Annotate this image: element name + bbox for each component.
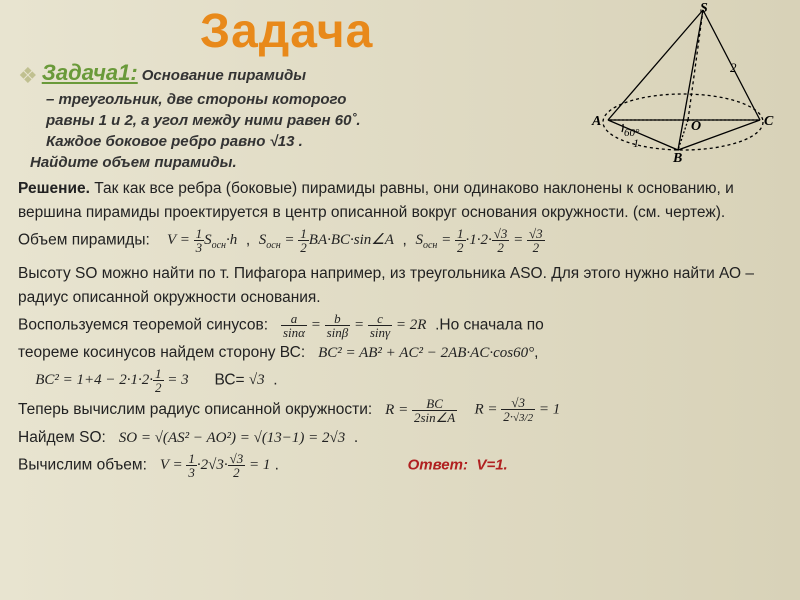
formula-sines: asinα = bsinβ = csinγ = 2R bbox=[281, 312, 427, 339]
formula-vol: V = 13Sосн·h bbox=[167, 227, 237, 254]
main-title: Задача bbox=[200, 4, 373, 59]
label-o: O bbox=[691, 119, 701, 134]
label-b: B bbox=[672, 151, 682, 162]
solution-p4a: Воспользуемся теоремой синусов: bbox=[18, 317, 268, 334]
answer-label: Ответ: bbox=[408, 457, 468, 474]
pyramid-diagram: S A B C O 60° 1 2 bbox=[578, 2, 788, 162]
formula-vfinal: V = 13·2√3·√32 = 1 bbox=[160, 452, 271, 479]
solution-p5: теореме косинусов найдем сторону ВС: bbox=[18, 344, 305, 361]
problem-l2: – треугольник, две стороны которого bbox=[46, 89, 558, 110]
problem-l3: равны 1 и 2, а угол между ними равен 60˚… bbox=[46, 110, 558, 131]
solution-p7: Теперь вычислим радиус описанной окружно… bbox=[18, 402, 372, 419]
formula-so: SO = √(AS² − AO²) = √(13−1) = 2√3 bbox=[119, 427, 346, 450]
problem-l4: Каждое боковое ребро равно √13 . bbox=[46, 131, 558, 152]
label-side2: 2 bbox=[730, 60, 737, 75]
formula-bc2: BC² = 1+4 − 2·1·2·12 = 3 bbox=[35, 367, 188, 394]
label-s: S bbox=[700, 2, 708, 16]
formula-sosn2: Sосн = 12·1·2·√32 = √32 bbox=[415, 227, 544, 254]
solution-p6b: . bbox=[273, 372, 277, 389]
formula-rad1: R = BC2sin∠A bbox=[385, 397, 457, 424]
solution-label: Решение. bbox=[18, 180, 90, 197]
label-a: A bbox=[591, 114, 601, 129]
formula-bcval: √3 bbox=[249, 369, 265, 392]
problem-l1: Основание пирамиды bbox=[142, 67, 306, 84]
answer-value: V=1. bbox=[476, 457, 507, 474]
problem-find: Найдите объем пирамиды. bbox=[30, 154, 558, 171]
solution-p9: Вычислим объем: bbox=[18, 457, 147, 474]
solution-p6a: ВС= bbox=[215, 372, 245, 389]
formula-cos: BC² = AB² + AC² − 2AB·AC·cos60° bbox=[318, 342, 534, 365]
formula-rad2: R = √32·√3/2 = 1 bbox=[474, 396, 560, 424]
solution-p2: Объем пирамиды: bbox=[18, 232, 150, 249]
bullet-icon: ❖ bbox=[18, 63, 38, 88]
solution-p1: Так как все ребра (боковые) пирамиды рав… bbox=[18, 180, 734, 221]
label-c: C bbox=[764, 114, 774, 129]
solution-p4b: .Но сначала по bbox=[435, 317, 544, 334]
solution-p3: Высоту SO можно найти по т. Пифагора нап… bbox=[18, 262, 782, 310]
label-side1: 1 bbox=[633, 136, 639, 150]
formula-sosn1: Sосн = 12BA·BC·sin∠A bbox=[259, 227, 394, 254]
sub-title: Задача1: bbox=[42, 60, 138, 85]
solution-p8: Найдем SO: bbox=[18, 429, 106, 446]
